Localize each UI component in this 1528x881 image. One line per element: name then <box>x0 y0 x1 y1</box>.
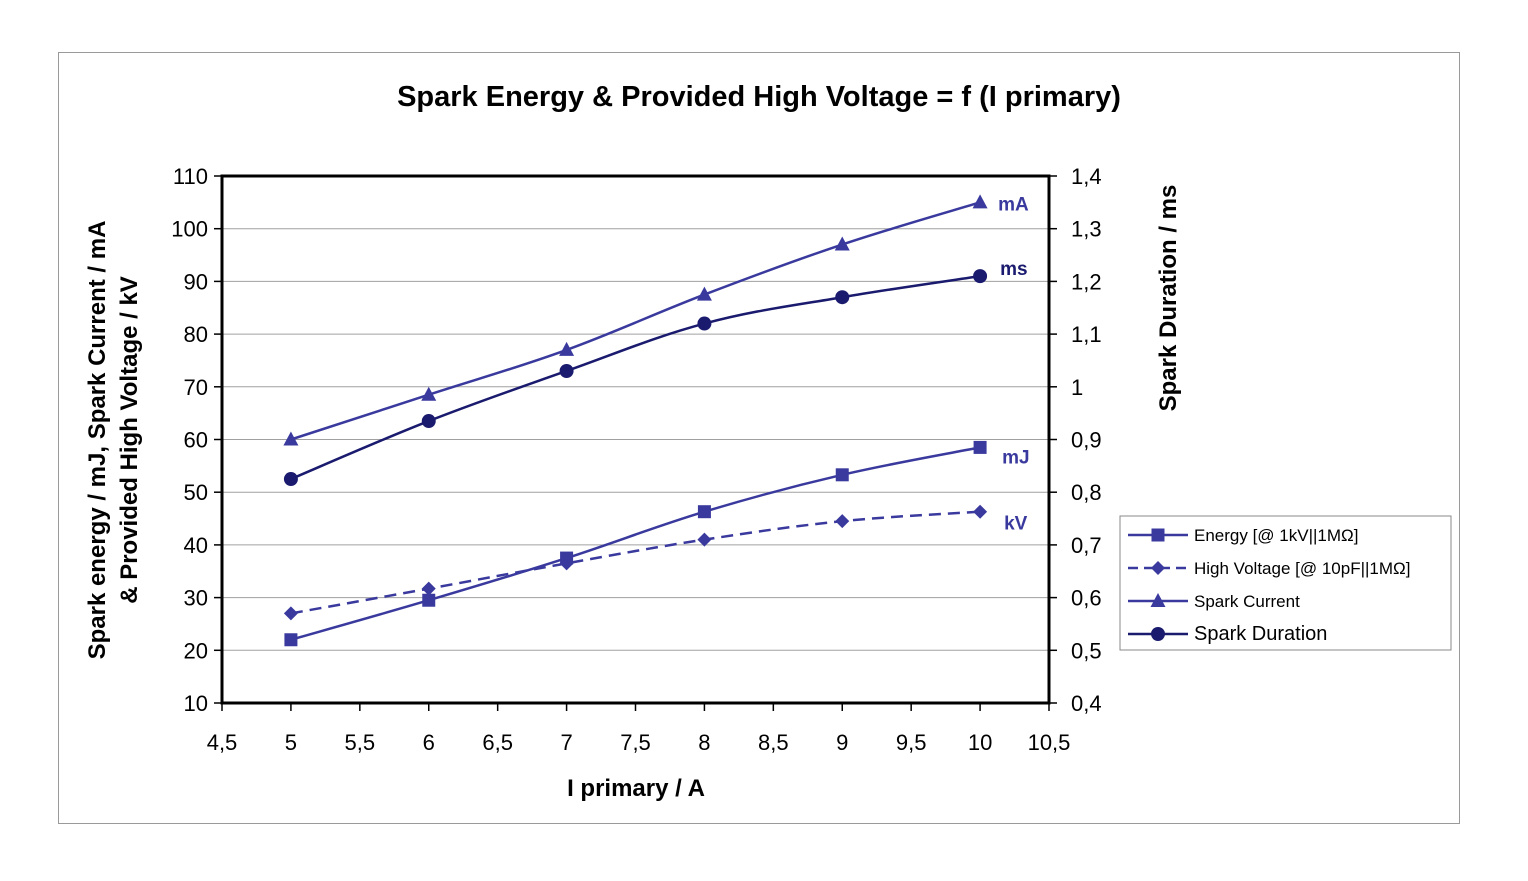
y2-tick-label: 1 <box>1071 375 1083 400</box>
chart-title: Spark Energy & Provided High Voltage = f… <box>397 81 1121 113</box>
series-unit-label: mJ <box>1002 447 1029 468</box>
triangle-marker <box>559 341 575 356</box>
y-axis-title-line1: Spark energy / mJ, Spark Current / mA <box>84 221 111 660</box>
x-tick-label: 4,5 <box>207 730 238 755</box>
series-line <box>290 446 981 641</box>
series-line <box>290 274 981 481</box>
y-tick-label: 20 <box>184 638 208 663</box>
x-tick-label: 5 <box>285 730 297 755</box>
triangle-marker <box>1150 593 1166 607</box>
square-marker <box>697 505 711 519</box>
square-marker <box>1151 528 1165 542</box>
y-tick-label: 60 <box>184 428 208 453</box>
circle-marker <box>1151 627 1165 641</box>
series-diamond: kV <box>283 504 1028 621</box>
triangle-marker <box>421 386 437 401</box>
x-axis-title: I primary / A <box>567 775 705 802</box>
square-marker <box>284 633 298 647</box>
y-axis-title-line2: & Provided High Voltage / kV <box>116 276 143 604</box>
legend: Energy [@ 1kV||1MΩ] High Voltage [@ 10pF|… <box>1119 515 1452 651</box>
legend-box <box>1119 515 1452 651</box>
diamond-marker <box>283 606 298 621</box>
square-marker <box>422 593 436 607</box>
legend-label: Energy [@ 1kV||1MΩ] <box>1194 526 1358 545</box>
diamond-marker <box>697 532 712 547</box>
square-marker <box>973 440 987 454</box>
x-tick-label: 10,5 <box>1028 730 1071 755</box>
y-tick-label: 40 <box>184 533 208 558</box>
series-unit-label: mA <box>998 194 1029 215</box>
triangle-marker <box>696 286 712 301</box>
x-tick-label: 9,5 <box>896 730 927 755</box>
series-circle: ms <box>283 259 1028 487</box>
triangle-marker <box>972 194 988 209</box>
triangle-marker <box>834 236 850 251</box>
legend-label: High Voltage [@ 10pF||1MΩ] <box>1194 559 1410 578</box>
series-line <box>290 201 981 441</box>
y2-axis-title: Spark Duration / ms <box>1155 185 1182 412</box>
series-triangle: mA <box>283 194 1029 446</box>
y2-tick-label: 1,1 <box>1071 322 1102 347</box>
x-tick-label: 8 <box>698 730 710 755</box>
y-tick-label: 110 <box>173 164 208 189</box>
y2-tick-label: 0,7 <box>1071 533 1102 558</box>
y2-tick-label: 1,2 <box>1071 269 1102 294</box>
x-tick-label: 10 <box>968 730 992 755</box>
diamond-marker <box>1151 561 1165 575</box>
y-tick-label: 100 <box>171 217 208 242</box>
y-tick-label: 50 <box>184 480 208 505</box>
x-tick-label: 7,5 <box>620 730 651 755</box>
circle-marker <box>835 290 850 305</box>
y2-tick-label: 0,6 <box>1071 586 1102 611</box>
circle-marker <box>697 316 712 331</box>
circle-marker <box>559 363 574 378</box>
x-tick-label: 6,5 <box>482 730 513 755</box>
y2-tick-label: 1,3 <box>1071 217 1102 242</box>
plot-area: 1020304050607080901001100,40,50,60,70,80… <box>171 164 1101 755</box>
diamond-marker <box>835 514 850 529</box>
y-tick-label: 30 <box>184 586 208 611</box>
square-marker <box>835 468 849 482</box>
legend-label: Spark Duration <box>1194 623 1327 645</box>
circle-marker <box>973 269 988 284</box>
circle-marker <box>421 414 436 429</box>
legend-label: Spark Current <box>1194 592 1300 611</box>
y2-tick-label: 1,4 <box>1071 164 1102 189</box>
x-tick-label: 9 <box>836 730 848 755</box>
y2-tick-label: 0,9 <box>1071 428 1102 453</box>
circle-marker <box>283 472 298 487</box>
y2-tick-label: 0,5 <box>1071 638 1102 663</box>
series-unit-label: kV <box>1004 514 1028 535</box>
y-tick-label: 10 <box>184 691 208 716</box>
y2-tick-label: 0,4 <box>1071 691 1102 716</box>
y-tick-label: 80 <box>184 322 208 347</box>
y2-tick-label: 0,8 <box>1071 480 1102 505</box>
diamond-marker <box>559 556 574 571</box>
series-line <box>290 510 981 615</box>
series-square: mJ <box>284 440 1030 647</box>
diamond-marker <box>973 504 988 519</box>
y-tick-label: 70 <box>184 375 208 400</box>
x-tick-label: 5,5 <box>345 730 376 755</box>
diamond-marker <box>421 581 436 596</box>
x-tick-label: 8,5 <box>758 730 789 755</box>
y-tick-label: 90 <box>184 269 208 294</box>
x-tick-label: 7 <box>560 730 572 755</box>
x-tick-label: 6 <box>423 730 435 755</box>
series-unit-label: ms <box>1000 259 1027 280</box>
triangle-marker <box>283 431 299 446</box>
